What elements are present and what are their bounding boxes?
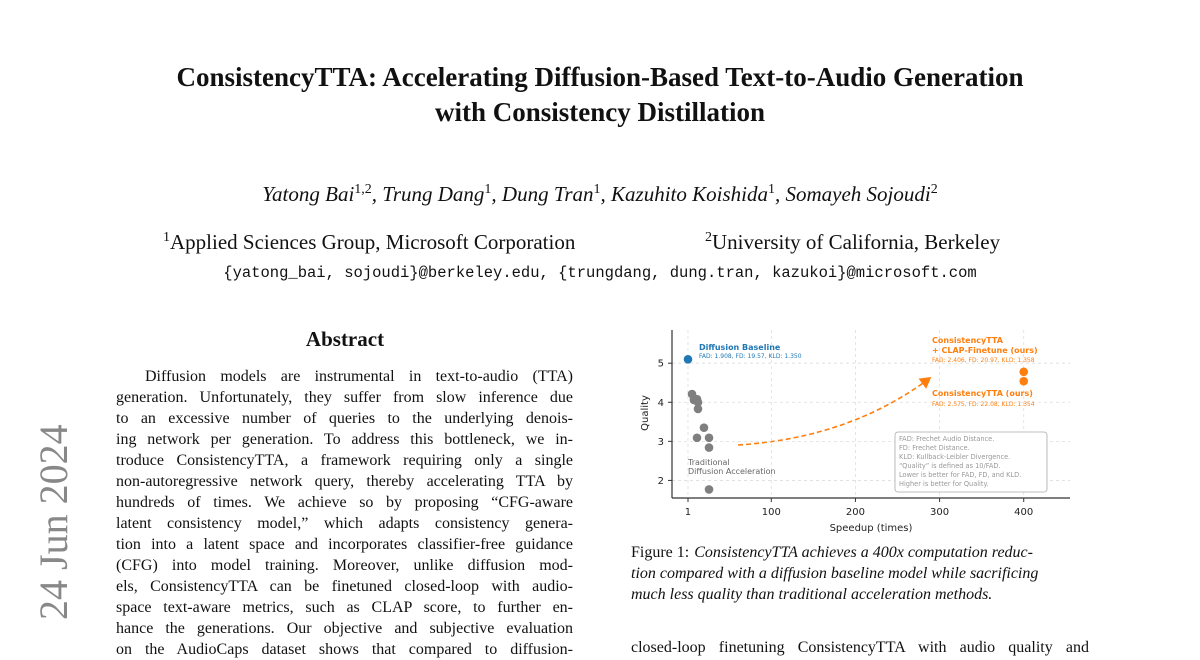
abstract-line: hance the generations. Our objective and… — [116, 620, 573, 637]
note-line: “Quality” is defined as 10/FAD. — [899, 462, 1001, 470]
abstract-line: non-autoregressive network query, thereb… — [116, 473, 573, 490]
x-tick-label: 1 — [685, 507, 691, 518]
trend-arrow — [737, 377, 932, 446]
note-line: Lower is better for FAD, FD, and KLD. — [899, 471, 1021, 479]
x-tick-label: 100 — [762, 507, 781, 518]
abstract-line: Diffusion models are instrumental in tex… — [145, 368, 573, 385]
author-name: , Kazuhito Koishida — [600, 182, 768, 206]
annotation: + CLAP-Finetune (ours) — [932, 346, 1038, 355]
affiliation-mark: 1 — [163, 230, 170, 245]
abstract-heading: Abstract — [305, 327, 385, 351]
author-affiliation-mark: 1 — [767, 182, 775, 197]
y-tick-label: 3 — [658, 437, 664, 448]
abstract-line: (CFG) into model training. Moreover, unl… — [116, 557, 573, 574]
data-point — [704, 433, 714, 443]
data-point — [704, 443, 714, 452]
author-name: , Somayeh Sojoudi — [774, 182, 931, 206]
annotation: Diffusion Acceleration — [688, 467, 776, 476]
annotation: ConsistencyTTA (ours) — [932, 389, 1033, 398]
author-name: Yatong Bai — [262, 182, 355, 206]
annotation: Traditional — [687, 458, 730, 467]
caption-label: Figure 1: — [631, 544, 690, 561]
affiliation: 2University of California, Berkeley — [705, 230, 1000, 255]
caption-line: Figure 1: ConsistencyTTA achieves a 400x … — [631, 544, 1089, 562]
abstract-line: generation. Unfortunately, they suffer f… — [116, 389, 573, 406]
abstract-line: troduce ConsistencyTTA, a framework requ… — [116, 452, 573, 469]
abstract-line: hundreds of times. We achieve so by prop… — [116, 494, 573, 511]
annotation: FAD: 2.406, FD: 20.97, KLD: 1.358 — [932, 357, 1035, 364]
affiliation-name: Applied Sciences Group, Microsoft Corpor… — [170, 230, 576, 254]
abstract-line: tion into a latent space and incorporate… — [116, 536, 573, 553]
x-axis-label: Speedup (times) — [830, 523, 913, 534]
title-line: with Consistency Distillation — [434, 97, 766, 127]
caption-line: tion compared with a diffusion baseline … — [631, 565, 1089, 583]
x-tick-label: 300 — [930, 507, 949, 518]
note-box — [894, 431, 1048, 493]
data-point — [692, 433, 702, 443]
y-tick-label: 4 — [658, 398, 664, 409]
abstract-line: space text-aware metrics, such as CLAP s… — [116, 599, 573, 616]
note-line: Higher is better for Quality. — [899, 480, 989, 488]
caption-text: much less quality than traditional accel… — [631, 586, 993, 603]
caption-line: much less quality than traditional accel… — [631, 586, 1089, 604]
affiliation-mark: 2 — [705, 230, 712, 245]
emails: {yatong_bai, sojoudi}@berkeley.edu, {tru… — [223, 264, 977, 282]
abstract-line: latent consistency model,” which adapts … — [116, 515, 573, 532]
author-affiliation-mark: 2 — [930, 182, 938, 197]
y-tick-label: 5 — [658, 359, 664, 370]
annotation: Diffusion Baseline — [699, 343, 781, 352]
author-affiliation-mark: 1,2 — [354, 182, 372, 197]
figure-chart: 1 100 200 300 400 2 3 4 5 Speedup (times) Quality F… — [640, 330, 1070, 534]
data-point — [693, 404, 703, 414]
data-point — [699, 423, 709, 432]
affiliation-name: University of California, Berkeley — [712, 230, 1001, 254]
data-point — [1019, 367, 1029, 377]
data-point — [683, 355, 693, 364]
annotation: FAD: 1.908, FD: 19.57, KLD: 1.350 — [699, 353, 802, 360]
body-text-line: closed-loop finetuning ConsistencyTTA wi… — [631, 639, 1089, 656]
abstract-line: els, ConsistencyTTA can be finetuned clo… — [116, 578, 573, 595]
author-name: , Dung Tran — [491, 182, 594, 206]
x-tick-label: 200 — [846, 507, 865, 518]
y-axis-label: Quality — [640, 395, 651, 431]
note-line: FAD: Frechet Audio Distance. — [899, 435, 994, 443]
y-tick-label: 2 — [658, 476, 664, 487]
data-point — [1019, 376, 1029, 386]
title-line: ConsistencyTTA: Accelerating Diffusion-B… — [176, 62, 1024, 92]
arxiv-stamp: 24 Jun 2024 — [31, 424, 76, 620]
author-name: , Trung Dang — [371, 182, 485, 206]
annotation: FAD: 2.575, FD: 22.08, KLD: 1.354 — [932, 401, 1035, 408]
authors: Yatong Bai1,2, Trung Dang1, Dung Tran1, … — [0, 182, 1200, 207]
affiliation: 1Applied Sciences Group, Microsoft Corpo… — [163, 230, 575, 255]
author-affiliation-mark: 1 — [593, 182, 601, 197]
data-point — [693, 397, 703, 407]
caption-text: tion compared with a diffusion baseline … — [631, 565, 1039, 582]
note-line: KLD: Kullback-Leibler Divergence. — [899, 453, 1010, 461]
caption-text: ConsistencyTTA achieves a 400x computati… — [694, 544, 1033, 561]
x-tick-label: 400 — [1014, 507, 1033, 518]
annotation: ConsistencyTTA — [932, 336, 1004, 345]
abstract-line: to an excessive number of queries to the… — [116, 410, 573, 427]
abstract-line: ing network per generation. To address t… — [116, 431, 573, 448]
note-line: FD: Frechet Distance. — [899, 444, 970, 452]
data-point — [704, 485, 714, 494]
author-affiliation-mark: 1 — [484, 182, 492, 197]
abstract-line: on the AudioCaps dataset shows that comp… — [116, 641, 573, 658]
